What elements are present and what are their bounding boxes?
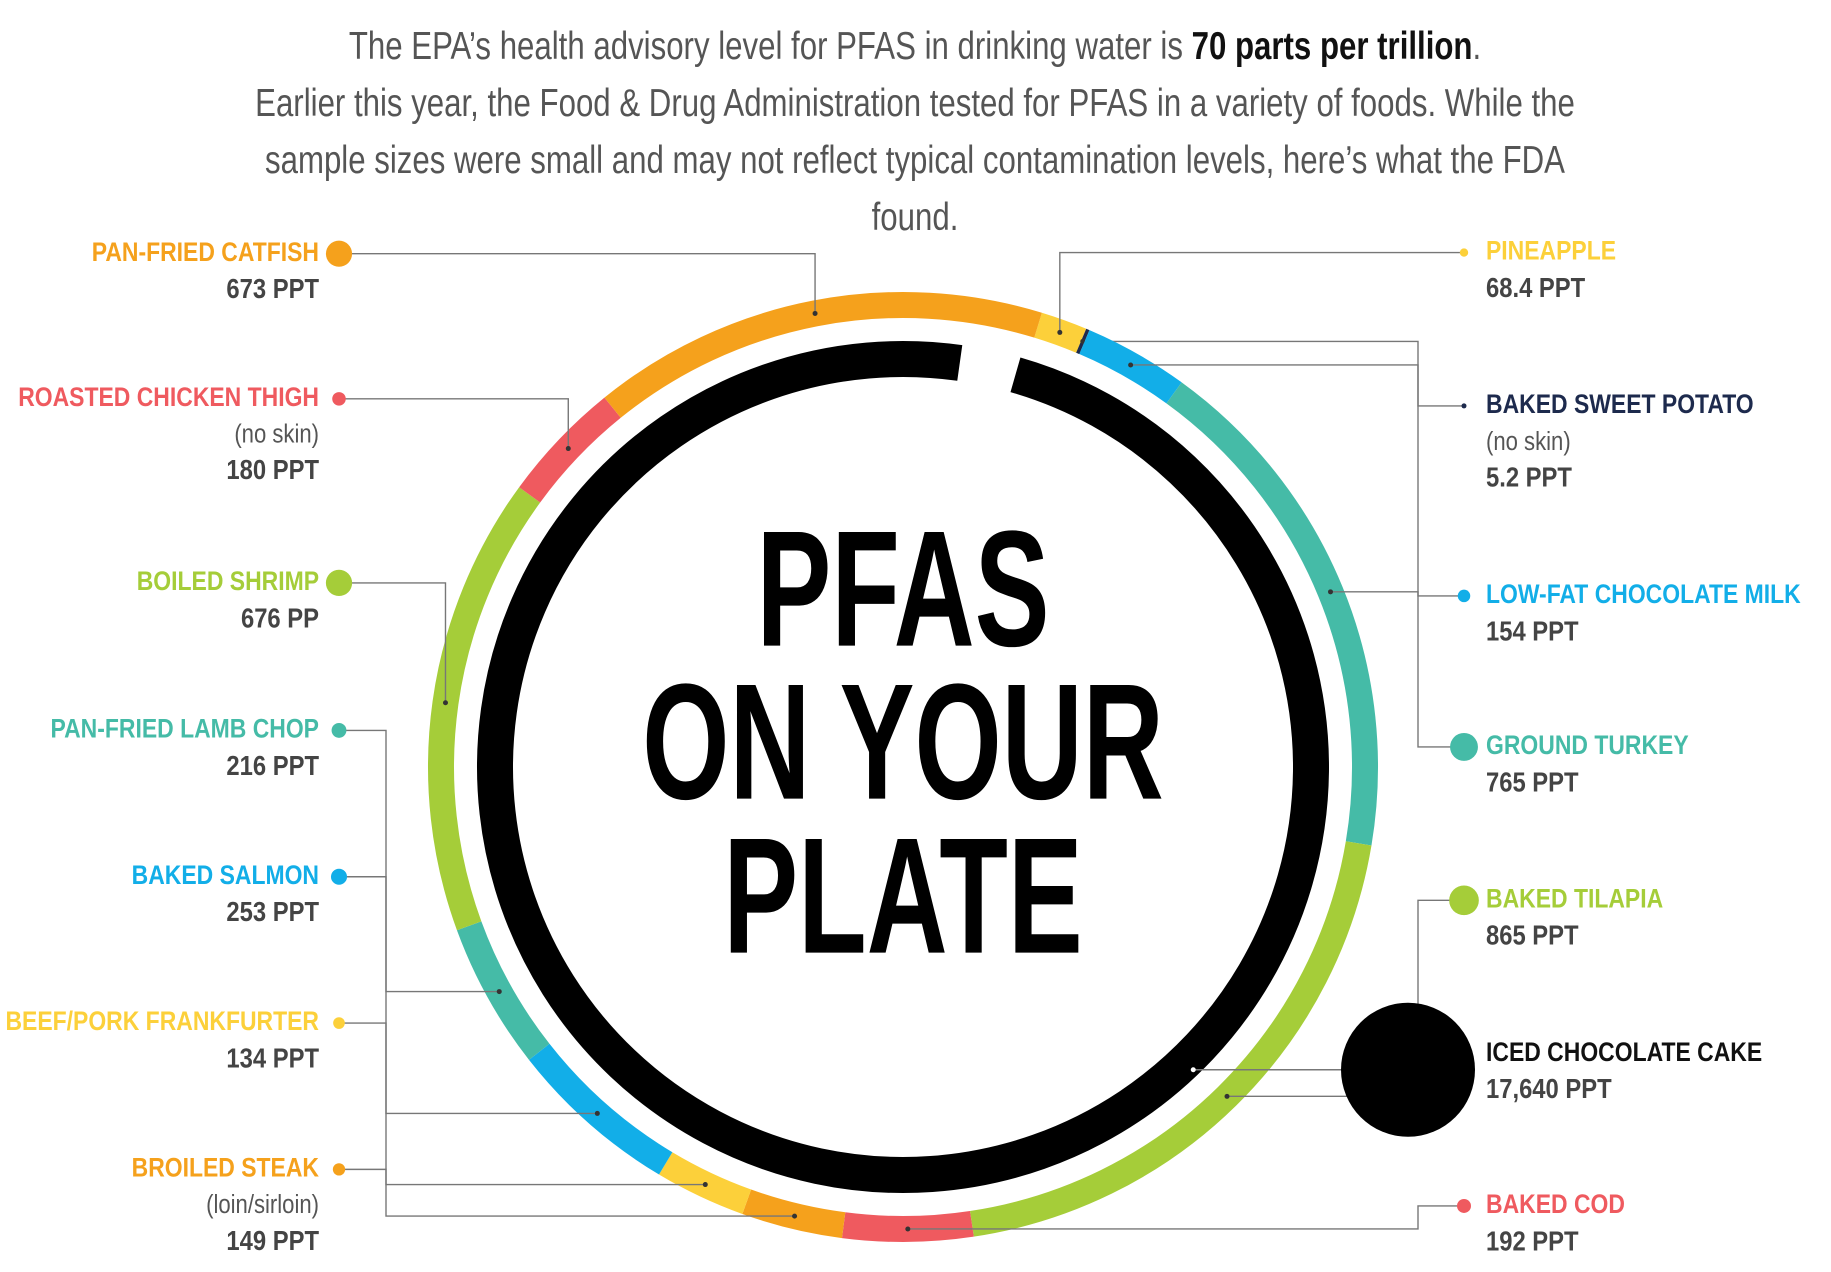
title-line: PFAS [756,496,1049,681]
leader-line [907,1205,1464,1230]
title-line: ON YOUR [642,649,1164,834]
label: LOW-FAT CHOCOLATE MILK 154 PPT [1486,579,1801,646]
leader-end [812,310,818,316]
label: BAKED SALMON 253 PPT [132,860,319,927]
intro-lead: The EPA’s health advisory level for PFAS… [348,25,1183,68]
label: BOILED SHRIMP 676 PP [137,566,319,633]
label: BAKED TILAPIA 865 PPT [1486,884,1663,951]
item-value: 865 PPT [1486,919,1579,951]
item-value: 765 PPT [1486,765,1579,797]
item-value: 5.2 PPT [1486,460,1572,492]
item-name: BAKED SWEET POTATO [1486,389,1754,419]
item-value: 192 PPT [1486,1224,1579,1256]
item-value: 17,640 PPT [1486,1072,1612,1104]
item-note: (no skin) [234,420,319,449]
item-note: (loin/sirloin) [206,1191,319,1220]
leader-end [565,446,571,452]
item-name: GROUND TURKEY [1486,730,1689,760]
value-dot [325,240,353,267]
leader-end [905,1226,911,1232]
label: PAN-FRIED CATFISH 673 PPT [92,237,319,304]
value-dot [1341,1002,1475,1137]
leader-line [339,729,500,993]
leader-end [1080,338,1086,344]
label: BAKED SWEET POTATO (no skin) 5.2 PPT [1486,389,1754,492]
leader-line [339,582,447,703]
subtitle: Earlier this year, the Food & Drug Admin… [255,82,1575,239]
intro: The EPA’s health advisory level for PFAS… [115,18,1715,75]
value-dot [1449,885,1479,916]
item-value: 180 PPT [226,453,319,485]
item-value: 673 PPT [226,272,319,304]
item-name: ICED CHOCOLATE CAKE [1486,1037,1762,1067]
leader-end [1057,329,1063,335]
label: BEEF/PORK FRANKFURTER 134 PPT [5,1006,319,1073]
item-value: 154 PPT [1486,614,1579,646]
inner-ring [477,341,1329,1193]
item-name: LOW-FAT CHOCOLATE MILK [1486,579,1801,609]
leader-end [792,1213,798,1219]
value-dot [1457,1198,1471,1213]
item-name: BOILED SHRIMP [137,566,319,596]
item-name: PINEAPPLE [1486,236,1616,266]
leader-end [702,1182,708,1188]
label: BROILED STEAK (loin/sirloin) 149 PPT [132,1153,319,1256]
label: GROUND TURKEY 765 PPT [1486,730,1689,797]
leader-line [339,876,598,1115]
leader-end [594,1110,600,1116]
header: The EPA’s health advisory level for PFAS… [115,18,1715,246]
leader-end [496,989,502,995]
leader-end [442,700,448,706]
title-line: PLATE [723,803,1082,988]
leader-line [339,398,569,449]
leader-line [339,252,816,314]
label: ROASTED CHICKEN THIGH (no skin) 180 PPT [18,382,319,485]
item-name: BROILED STEAK [132,1153,319,1183]
label: ICED CHOCOLATE CAKE 17,640 PPT [1486,1037,1762,1104]
item-value: 216 PPT [226,749,319,781]
value-dot [325,569,353,597]
ring-segment [742,1189,846,1239]
item-name: BAKED TILAPIA [1486,884,1663,914]
value-dot [330,868,348,885]
item-name: BAKED SALMON [132,860,319,890]
leader-end [1327,589,1333,595]
leader-end [1190,1067,1196,1073]
item-note: (no skin) [1486,427,1571,456]
label: BAKED COD 192 PPT [1486,1189,1625,1256]
value-dot [1459,248,1469,257]
ring-segment [1079,330,1182,404]
item-name: PAN-FRIED LAMB CHOP [51,714,319,744]
value-dot [1457,589,1471,603]
value-dot [333,1017,345,1029]
label: PINEAPPLE 68.4 PPT [1486,236,1616,303]
leader-end [1224,1093,1230,1099]
intro-highlight: 70 parts per trillion [1191,25,1473,68]
value-dot [332,392,346,406]
item-name: ROASTED CHICKEN THIGH [18,382,319,412]
value-dot [331,723,347,738]
value-dot [1450,732,1478,761]
item-value: 134 PPT [226,1042,319,1074]
value-dot [1461,403,1467,409]
leader-line [1330,591,1464,748]
item-name: BAKED COD [1486,1189,1625,1219]
item-name: PAN-FRIED CATFISH [92,237,319,267]
leader-line [339,1168,795,1217]
label: PAN-FRIED LAMB CHOP 216 PPT [51,714,320,781]
intro-end: . [1472,25,1482,68]
value-dot [332,1163,346,1176]
item-name: BEEF/PORK FRANKFURTER [5,1006,319,1036]
item-value: 68.4 PPT [1486,271,1585,303]
leader-end [1128,362,1134,368]
leader-line [1227,899,1464,1098]
leader-line [1130,364,1464,597]
item-value: 149 PPT [226,1224,319,1256]
item-value: 676 PP [241,601,319,633]
leader-line [1059,251,1464,333]
item-value: 253 PPT [226,895,319,927]
